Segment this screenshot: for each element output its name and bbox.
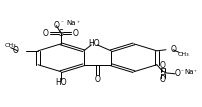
Text: HO: HO [88, 39, 100, 48]
Text: CH₃: CH₃ [177, 52, 188, 56]
Text: O: O [159, 75, 165, 84]
Text: S: S [160, 68, 164, 77]
Text: ⁺: ⁺ [77, 21, 79, 26]
Text: ⁻: ⁻ [179, 70, 182, 75]
Text: O: O [73, 29, 78, 38]
Text: Na: Na [183, 69, 193, 75]
Text: ⁻: ⁻ [61, 21, 64, 26]
Text: ⁺: ⁺ [193, 70, 196, 75]
Text: O: O [53, 21, 59, 30]
Text: Na: Na [66, 20, 75, 26]
Text: O: O [13, 46, 19, 55]
Text: CH₃: CH₃ [5, 43, 16, 48]
Text: O: O [159, 61, 165, 70]
Text: O: O [170, 45, 176, 54]
Text: HO: HO [55, 78, 66, 87]
Text: O: O [43, 29, 48, 38]
Text: O: O [173, 69, 179, 78]
Text: O: O [94, 75, 100, 84]
Text: S: S [58, 29, 63, 38]
